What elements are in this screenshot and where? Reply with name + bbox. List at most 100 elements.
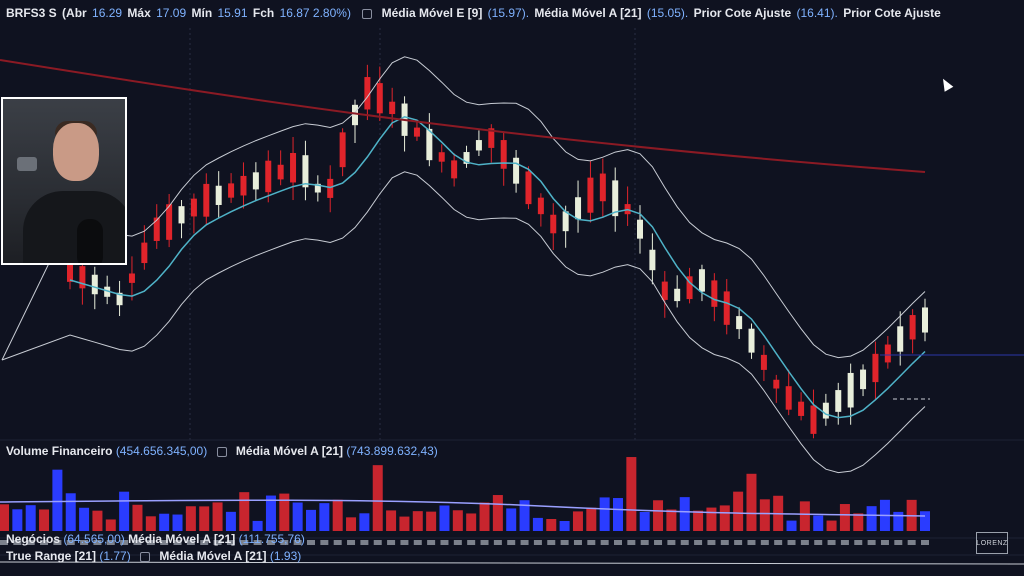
true-range-ma-value: (1.93) — [269, 549, 302, 563]
candle-body — [290, 153, 297, 183]
trades-bar — [120, 540, 129, 545]
high-label: Máx — [127, 6, 151, 20]
candle-body — [760, 354, 767, 370]
trades-bar — [307, 540, 315, 545]
trades-bar — [213, 540, 222, 545]
trades-bar — [921, 540, 929, 545]
open-label: (Abr — [62, 6, 87, 20]
trades-bar — [520, 540, 529, 545]
trades-bar — [800, 540, 809, 545]
volume-settings-icon[interactable] — [216, 446, 227, 457]
trades-bar — [66, 540, 75, 545]
ema-label[interactable]: Média Móvel E [9] — [381, 6, 483, 20]
close-value: 16.87 2.80%) — [279, 6, 351, 20]
volume-bar — [479, 502, 490, 531]
volume-bar — [626, 457, 637, 531]
candle-body — [413, 127, 420, 137]
trades-bar — [533, 540, 542, 545]
candle-body — [228, 183, 235, 198]
volume-bar — [572, 511, 583, 531]
volume-bar — [586, 507, 597, 531]
prior-adjust-label-2[interactable]: Prior Cote Ajuste — [843, 6, 941, 20]
true-range-title[interactable]: True Range [21] — [6, 549, 97, 563]
volume-bar — [52, 469, 63, 531]
volume-bar — [225, 511, 236, 531]
microphone-icon — [77, 219, 103, 263]
trades-bar — [814, 540, 823, 545]
true-range-pane-label: True Range [21] (1.77) Média Móvel A [21… — [6, 549, 301, 563]
presenter-head — [53, 123, 99, 181]
volume-bar — [893, 511, 904, 531]
candle-body — [525, 171, 532, 205]
trades-bar — [734, 540, 743, 545]
trades-bar — [880, 540, 889, 545]
indicator-settings-icon[interactable] — [362, 8, 373, 19]
trades-bar — [293, 540, 302, 545]
candle-body — [277, 164, 284, 180]
trades-bar — [266, 540, 275, 545]
volume-pane-label: Volume Financeiro (454.656.345,00) Média… — [6, 444, 438, 458]
trades-bar — [867, 540, 876, 545]
trades-bar — [493, 540, 502, 545]
long-moving-average — [0, 59, 926, 173]
trades-bar — [720, 540, 729, 545]
volume-bar — [92, 510, 103, 531]
candle-body — [674, 288, 681, 302]
trades-bar — [226, 540, 235, 545]
sma-value: (15.05). — [646, 6, 689, 20]
candle-body — [352, 104, 358, 126]
candle-body — [203, 183, 210, 217]
trades-bar — [680, 540, 689, 545]
volume-bar — [426, 511, 437, 531]
true-range-value: (1.77) — [99, 549, 131, 563]
volume-bar — [759, 499, 770, 531]
volume-bar — [185, 506, 196, 531]
candle-body — [909, 315, 916, 340]
trades-bar — [654, 540, 663, 545]
bollinger-upper — [1, 56, 926, 361]
candle-body — [550, 214, 557, 234]
sma-label[interactable]: Média Móvel A [21] — [534, 6, 642, 20]
candle-body — [166, 204, 173, 240]
candle-body — [884, 344, 891, 363]
volume-ma-label[interactable]: Média Móvel A [21] — [235, 444, 344, 458]
trades-bar — [587, 540, 596, 545]
volume-bar — [466, 513, 477, 531]
volume-bar — [372, 465, 383, 531]
true-range-settings-icon[interactable] — [140, 551, 151, 562]
true-range-ma-label[interactable]: Média Móvel A [21] — [159, 549, 267, 563]
volume-bar — [119, 491, 130, 531]
candle-body — [376, 83, 383, 114]
volume-bar — [292, 502, 303, 531]
volume-bar — [666, 509, 677, 531]
volume-bar — [105, 519, 116, 531]
trades-ma-label[interactable]: Média Móvel A [21] — [128, 532, 236, 546]
candle-body — [562, 211, 569, 232]
volume-bar — [839, 504, 850, 531]
trades-bar — [240, 540, 249, 545]
trades-title[interactable]: Negócios — [6, 532, 61, 546]
trades-bar — [854, 540, 863, 545]
candle-body — [178, 206, 185, 224]
trades-bar — [200, 540, 209, 545]
trades-bar — [694, 540, 703, 545]
volume-bar — [25, 505, 36, 531]
prior-adjust-label[interactable]: Prior Cote Ajuste — [693, 6, 792, 20]
volume-bar — [212, 502, 223, 531]
presenter-body — [23, 191, 125, 263]
candle-body — [599, 173, 606, 202]
volume-title[interactable]: Volume Financeiro — [6, 444, 113, 458]
candle-body — [661, 281, 668, 300]
symbol-label[interactable]: BRFS3 S — [6, 6, 57, 20]
volume-bar — [693, 510, 704, 531]
trades-bar — [907, 540, 916, 545]
volume-bar — [799, 501, 810, 531]
trades-bar — [333, 540, 342, 545]
trades-bar — [160, 540, 169, 545]
trades-value: (64.565,00) — [63, 532, 125, 546]
volume-bar — [853, 513, 864, 531]
volume-bar — [746, 473, 757, 531]
trades-bar — [840, 540, 849, 545]
candle-body — [810, 405, 817, 434]
